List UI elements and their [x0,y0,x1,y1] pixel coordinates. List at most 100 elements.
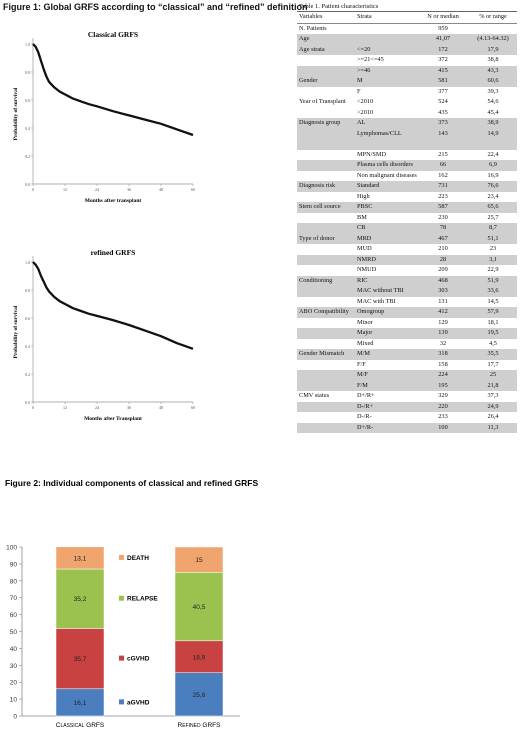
table-cell: (4.13-64.32) [469,34,517,45]
table-cell: BM [357,213,367,221]
refined-grfs-chart: refined GRFS 0.0 0.2 0.4 0.6 0.8 1.0 0 12 24 36 48 6… [13,248,195,422]
table-cell: High [357,192,370,200]
table-cell: >2010 [357,108,374,116]
table-row: >2010 435 45,4 [297,108,517,119]
table-cell: Minor [357,318,373,326]
table-cell: Standard [355,181,417,192]
bar-segment-relapse [174,572,224,642]
table-row: Plasma cells disorders 66 6,9 [297,160,517,171]
x-tick-label: 24 [95,187,99,192]
table-cell [469,23,517,34]
data-label: 15 [195,557,203,564]
y-tick-label: 80 [10,578,18,585]
y-tick-label: 0.8 [25,288,30,293]
table-cell [355,23,417,34]
table-row: Conditioning RIC 468 51,9 [297,275,517,286]
x-axis-label: Months after transplant [85,198,142,204]
table-cell: 23,4 [487,192,499,200]
table-cell [297,128,355,139]
survival-curve [32,261,194,350]
table-cell [297,65,355,76]
table-cell: 38,9 [469,118,517,129]
table-cell [297,244,355,255]
table-cell [297,160,355,171]
table-cell [297,339,355,350]
data-label: 25,6 [193,692,206,699]
table-cell: 17,9 [469,44,517,55]
data-label: 40,5 [193,604,206,611]
figure1-title: Figure 1: Global GRFS according to “clas… [3,2,308,12]
table-row: Type of donor MRD 467 51,1 [297,233,517,244]
table-cell: M/M [355,349,417,360]
table-cell: 220 [417,401,469,412]
table-cell: 4,5 [489,339,497,347]
table-cell: 60,6 [469,76,517,87]
x-tick-label: 60 [191,405,195,410]
table-cell: 318 [417,349,469,360]
data-label: 16,1 [74,700,87,707]
table-cell [297,254,355,265]
table-cell: F/F [357,360,366,368]
x-tick-label: 0 [32,405,34,410]
legend-swatch-agvhd [119,699,124,705]
table-row: NMUD 209 22,9 [297,265,517,276]
table-cell: 303 [417,286,469,297]
table-cell [297,150,355,161]
table-cell: Age [297,34,355,45]
bar-segment-death [55,546,105,570]
table-cell: Strata [355,12,417,24]
table-cell: Stem cell source [297,202,355,213]
table-cell: MAC with TBI [357,297,396,305]
y-tick-label: 0.4 [25,126,30,131]
table-row: Minor 129 18,1 [297,318,517,329]
x-tick-label: 36 [127,405,131,410]
legend-label-relapse: RELAPSE [127,596,158,603]
table-cell: 22,9 [487,266,499,273]
table-header-row: Variables Strata N or median% or range [297,12,517,24]
y-tick-label: 0.0 [25,182,30,187]
legend-swatch-cgvhd [119,655,124,661]
table-cell: Variables [297,12,355,24]
table-row: D+/R- 100 11,3 [297,422,517,433]
table-row: F/F 158 17,7 [297,360,517,371]
table-cell [297,108,355,119]
table-cell: 377 [438,87,448,95]
table-row: ABO Compatibility Omogroup 412 57,9 [297,307,517,318]
table-cell: 3,1 [469,254,517,265]
x-tick-label: 12 [63,187,67,192]
table-cell: D+/R- [355,422,417,433]
chart-title: Classical GRFS [88,30,138,39]
table-cell: Diagnosis risk [297,181,355,192]
table-cell: 209 [438,266,448,273]
table-cell: Non malignant diseases [357,171,417,179]
table-cell: 41,07 [417,34,469,45]
table-cell [297,380,355,391]
table-row: Gender M 581 60,6 [297,76,517,87]
table-row [297,139,517,150]
y-tick-label: 0.2 [25,154,30,159]
table-cell: CB [355,223,417,234]
table-cell [297,328,355,339]
table-cell: 66 [417,160,469,171]
table-cell: 25 [469,370,517,381]
table-cell: ABO Compatibility [297,307,355,318]
x-tick-label: 0 [32,187,34,192]
table-cell: D-/R+ [355,401,417,412]
table-cell: 54,6 [487,98,499,105]
table-cell: 162 [438,171,448,179]
table-cell: 65,6 [469,202,517,213]
table-row: Stem cell source PBSC 587 65,6 [297,202,517,213]
table-cell: Plasma cells disorders [355,160,417,171]
y-tick-label: 70 [10,595,18,602]
table-row: Lymphomas/CLL 143 14,9 [297,128,517,139]
table-cell: 33,6 [469,286,517,297]
table-cell: RIC [355,275,417,286]
chart-title: refined GRFS [91,248,136,257]
x-tick-label: 60 [191,187,195,192]
table-row: Major 139 19,5 [297,328,517,339]
y-tick-label: 0 [13,714,17,721]
x-tick-label: 48 [159,405,163,410]
table-cell: 24,9 [469,401,517,412]
table-cell [355,139,417,150]
table-row: Gender Mismatch M/M 318 35,5 [297,349,517,360]
